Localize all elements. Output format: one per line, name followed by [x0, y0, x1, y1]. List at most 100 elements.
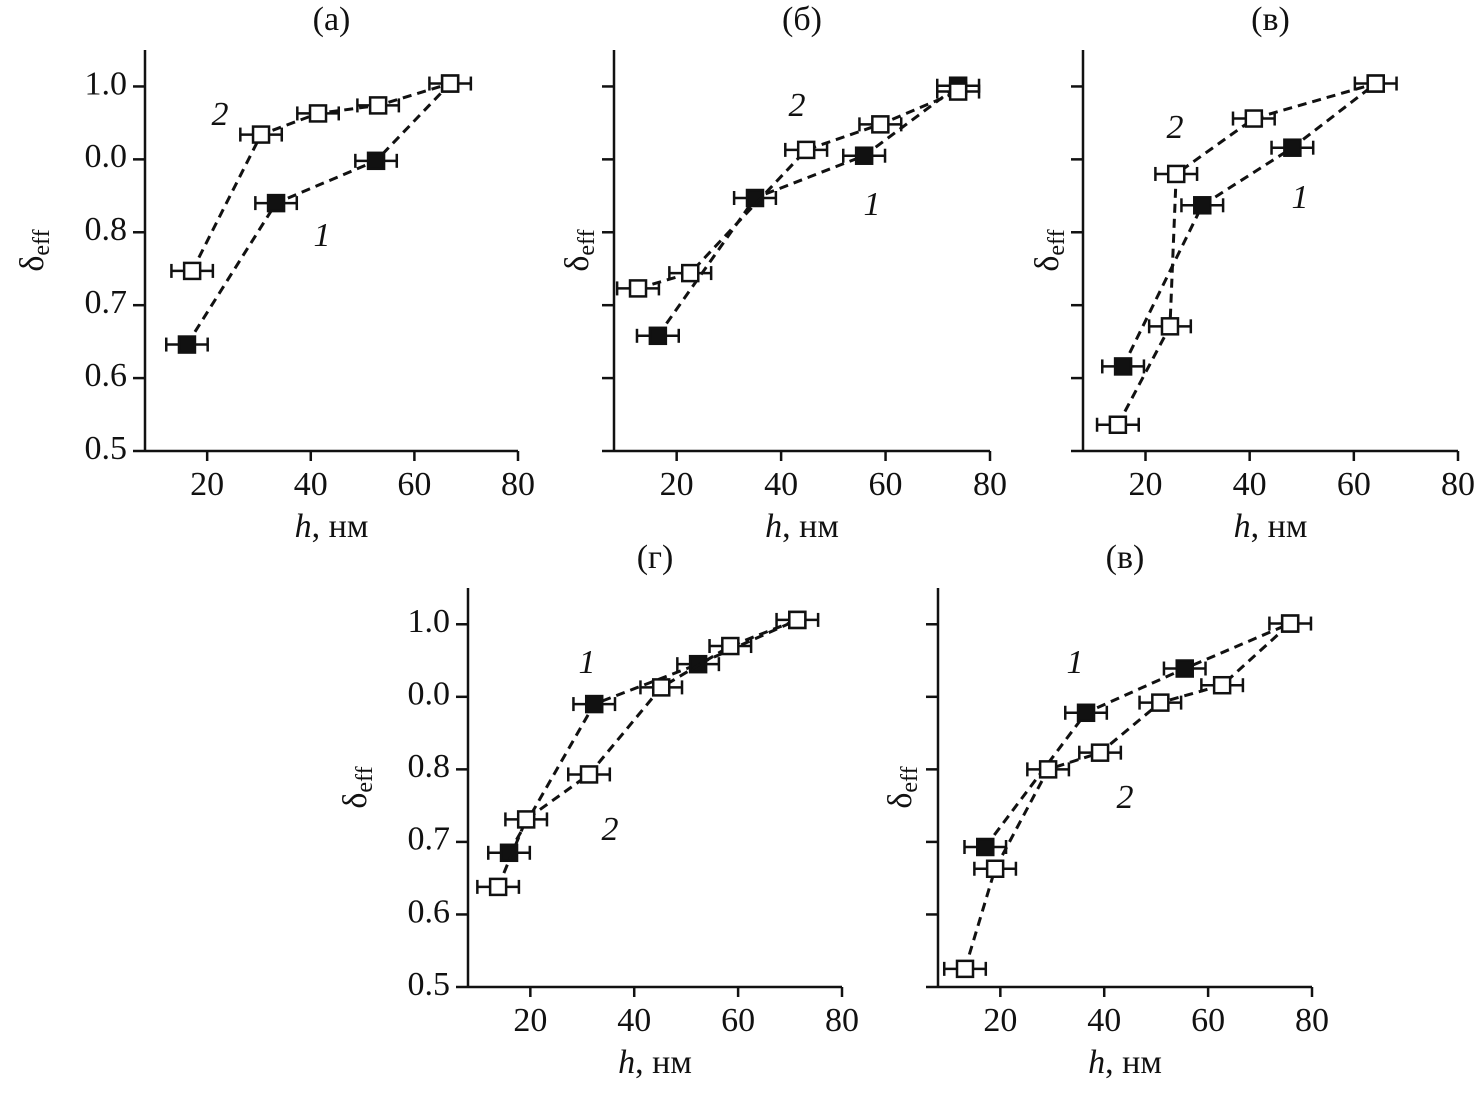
x-tick-label: 20	[513, 1002, 547, 1039]
series-label: 1	[1067, 644, 1084, 681]
y-tick-label: 0.7	[408, 821, 451, 858]
marker	[579, 765, 599, 784]
marker	[488, 877, 508, 897]
marker	[584, 694, 604, 714]
y-label-subscript: eff	[352, 766, 378, 792]
y-tick-label: 0.6	[85, 357, 128, 394]
panel-title: (а)	[313, 1, 351, 38]
x-axis-label: h, нм	[765, 508, 839, 545]
x-tick-label: 80	[1441, 466, 1475, 503]
marker	[1193, 196, 1212, 215]
x-tick-label: 20	[660, 466, 694, 503]
y-tick-label: 0.5	[408, 966, 451, 1003]
panel-title: (г)	[637, 539, 674, 576]
x-label-symbol: h	[295, 508, 312, 545]
x-tick-label: 80	[973, 466, 1007, 503]
y-label-subscript: eff	[1044, 229, 1070, 255]
marker	[985, 859, 1005, 879]
y-label-subscript: eff	[574, 229, 600, 255]
y-tick-label: 0.6	[408, 893, 451, 930]
series-label: 2	[212, 96, 229, 133]
y-tick-label: 0.7	[85, 284, 128, 321]
marker	[251, 125, 271, 144]
marker	[1280, 614, 1300, 633]
series-line	[1116, 82, 1377, 426]
marker	[1151, 693, 1170, 712]
x-tick-label: 40	[294, 466, 328, 503]
x-axis-label: h, нм	[1088, 1044, 1162, 1081]
x-tick-label: 60	[1337, 466, 1371, 503]
series-label: 2	[1167, 109, 1184, 146]
y-tick-label: 0.5	[85, 430, 128, 467]
y-label-subscript: eff	[897, 766, 923, 792]
x-tick-label: 80	[1295, 1002, 1329, 1039]
y-tick-label: 1.0	[85, 65, 128, 102]
marker	[1113, 357, 1133, 376]
x-tick-label: 20	[190, 466, 224, 503]
marker	[308, 104, 328, 123]
marker	[1366, 74, 1385, 93]
panel-title: (в)	[1106, 539, 1145, 576]
marker	[955, 959, 975, 979]
marker	[680, 263, 700, 283]
x-label-unit: , нм	[1105, 1044, 1162, 1081]
x-tick-label: 60	[1191, 1002, 1225, 1039]
x-tick-label: 20	[983, 1002, 1017, 1039]
x-label-unit: , нм	[782, 508, 839, 545]
x-tick-label: 60	[721, 1002, 755, 1039]
marker	[1166, 164, 1186, 184]
marker	[516, 810, 536, 829]
x-label-unit: , нм	[312, 508, 369, 545]
y-label-symbol: δ	[559, 256, 596, 272]
x-label-symbol: h	[765, 508, 782, 545]
marker	[266, 193, 286, 213]
marker	[1175, 659, 1194, 678]
y-tick-label: 0.8	[408, 748, 451, 785]
marker	[1108, 415, 1128, 435]
marker	[499, 843, 519, 863]
x-tick-label: 40	[1233, 466, 1267, 503]
x-tick-label: 80	[825, 1002, 859, 1039]
x-axis-label: h, нм	[618, 1044, 692, 1081]
x-label-symbol: h	[618, 1044, 635, 1081]
marker	[177, 335, 197, 354]
y-axis-label: δeff	[1029, 229, 1070, 271]
marker	[368, 96, 388, 115]
series-line	[496, 618, 798, 888]
series-line	[1121, 82, 1377, 368]
y-label-symbol: δ	[882, 793, 919, 809]
marker	[788, 610, 807, 630]
marker	[440, 74, 460, 93]
y-axis-label: δeff	[337, 766, 378, 808]
y-axis-label: δeff	[882, 766, 923, 808]
y-tick-label: 1.0	[408, 603, 451, 640]
x-tick-label: 40	[617, 1002, 651, 1039]
y-label-symbol: δ	[14, 256, 51, 272]
y-label-symbol: δ	[1029, 256, 1066, 272]
y-label-subscript: eff	[29, 229, 55, 255]
x-tick-label: 60	[397, 466, 431, 503]
marker	[1160, 317, 1180, 336]
marker	[1212, 675, 1232, 695]
marker	[948, 82, 968, 101]
marker	[648, 326, 668, 346]
series-line	[507, 618, 798, 854]
x-label-symbol: h	[1234, 508, 1251, 545]
x-axis-label: h, нм	[295, 508, 369, 545]
x-axis-label: h, нм	[1234, 508, 1308, 545]
marker	[1244, 109, 1264, 128]
marker	[871, 115, 890, 134]
marker	[854, 146, 874, 165]
panel-title: (б)	[782, 1, 822, 38]
y-tick-label: 0.0	[408, 676, 451, 713]
series-label: 2	[1117, 779, 1134, 816]
x-label-symbol: h	[1088, 1044, 1105, 1081]
x-label-unit: , нм	[1251, 508, 1308, 545]
y-label-symbol: δ	[337, 793, 374, 809]
marker	[1038, 760, 1058, 779]
series-label: 2	[789, 87, 806, 124]
y-tick-label: 0.8	[85, 211, 128, 248]
marker	[1283, 138, 1302, 157]
panel-title: (в)	[1251, 1, 1290, 38]
marker	[796, 140, 816, 160]
